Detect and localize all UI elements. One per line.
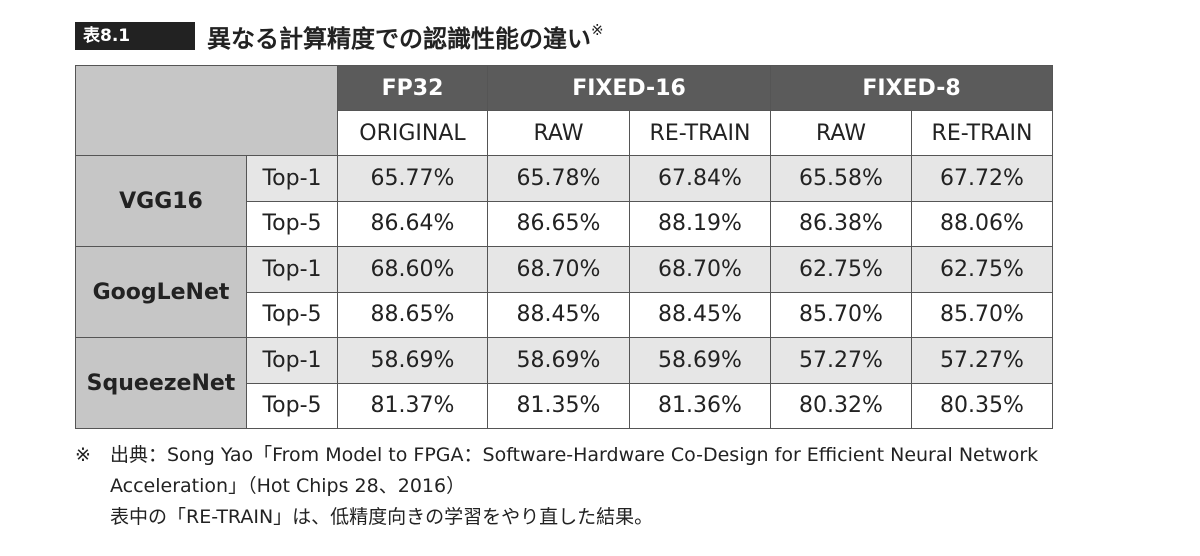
value-cell: 65.77% bbox=[337, 155, 488, 202]
column-header: RAW bbox=[487, 110, 630, 156]
model-name: SqueezeNet bbox=[75, 337, 247, 429]
column-header: RE-TRAIN bbox=[629, 110, 771, 156]
value-cell: 81.36% bbox=[629, 382, 771, 429]
value-cell: 68.70% bbox=[629, 246, 771, 293]
value-cell: 88.19% bbox=[629, 200, 771, 247]
note-line: 表中の「RE-TRAIN」は、低精度向きの学習をやり直した結果。 bbox=[75, 502, 1038, 533]
value-cell: 86.38% bbox=[770, 200, 912, 247]
note-text: 出典：Song Yao「From Model to FPGA：Software-… bbox=[110, 444, 1039, 466]
value-cell: 81.35% bbox=[487, 382, 630, 429]
metric: Top-5 bbox=[246, 291, 338, 338]
title-bar: 表8.1 異なる計算精度での認識性能の違い※ bbox=[75, 19, 604, 54]
column-header: RAW bbox=[770, 110, 912, 156]
metric: Top-1 bbox=[246, 246, 338, 293]
value-cell: 58.69% bbox=[337, 337, 488, 384]
group-header: FIXED-16 bbox=[487, 65, 771, 111]
value-cell: 88.45% bbox=[629, 291, 771, 338]
value-cell: 80.35% bbox=[911, 382, 1053, 429]
header-row: ORIGINAL RAW RE-TRAIN RAW RE-TRAIN bbox=[76, 110, 1053, 156]
title-mark: ※ bbox=[591, 20, 604, 39]
value-cell: 68.70% bbox=[487, 246, 630, 293]
value-cell: 88.06% bbox=[911, 200, 1053, 247]
data-row: Top-5 81.37% 81.35% 81.36% 80.32% 80.35% bbox=[76, 382, 1053, 429]
value-cell: 58.69% bbox=[629, 337, 771, 384]
value-cell: 88.65% bbox=[337, 291, 488, 338]
value-cell: 86.64% bbox=[337, 200, 488, 247]
note-line: ※ 出典：Song Yao「From Model to FPGA：Software… bbox=[75, 440, 1038, 471]
value-cell: 57.27% bbox=[911, 337, 1053, 384]
group-header: FIXED-8 bbox=[770, 65, 1053, 111]
value-cell: 85.70% bbox=[770, 291, 912, 338]
results-table: FP32 FIXED-16 FIXED-8 ORIGINAL RAW RE-TRAIN RA… bbox=[75, 65, 1053, 429]
corner-cell bbox=[75, 65, 338, 156]
table-title: 異なる計算精度での認識性能の違い※ bbox=[207, 19, 604, 54]
data-row: GoogLeNet Top-1 68.60% 68.70% 68.70% 62.75% 62… bbox=[75, 246, 1053, 338]
title-text: 異なる計算精度での認識性能の違い bbox=[207, 24, 591, 53]
value-cell: 85.70% bbox=[911, 291, 1053, 338]
note-text: Acceleration」（Hot Chips 28、2016） bbox=[110, 475, 466, 497]
value-cell: 65.78% bbox=[487, 155, 630, 202]
note-text: 表中の「RE-TRAIN」は、低精度向きの学習をやり直した結果。 bbox=[110, 506, 654, 528]
note-mark: ※ bbox=[75, 444, 91, 466]
note-line: Acceleration」（Hot Chips 28、2016） bbox=[75, 471, 1038, 502]
data-row: SqueezeNet Top-1 58.69% 58.69% 58.69% 57.27% 5… bbox=[75, 337, 1053, 429]
value-cell: 65.58% bbox=[770, 155, 912, 202]
column-header: ORIGINAL bbox=[337, 110, 488, 156]
metric: Top-1 bbox=[246, 337, 338, 384]
model-name: GoogLeNet bbox=[75, 246, 247, 338]
value-cell: 62.75% bbox=[770, 246, 912, 293]
column-header: RE-TRAIN bbox=[911, 110, 1053, 156]
value-cell: 86.65% bbox=[487, 200, 630, 247]
table-label: 表8.1 bbox=[75, 22, 195, 50]
data-row: VGG16 Top-1 65.77% 65.78% 67.84% 65.58% 67.72% bbox=[75, 155, 1053, 247]
value-cell: 81.37% bbox=[337, 382, 488, 429]
value-cell: 62.75% bbox=[911, 246, 1053, 293]
notes: ※ 出典：Song Yao「From Model to FPGA：Software… bbox=[75, 440, 1038, 533]
header-row: FP32 FIXED-16 FIXED-8 bbox=[75, 65, 1053, 156]
value-cell: 67.84% bbox=[629, 155, 771, 202]
value-cell: 58.69% bbox=[487, 337, 630, 384]
metric: Top-5 bbox=[246, 200, 338, 247]
value-cell: 88.45% bbox=[487, 291, 630, 338]
value-cell: 57.27% bbox=[770, 337, 912, 384]
value-cell: 80.32% bbox=[770, 382, 912, 429]
metric: Top-1 bbox=[246, 155, 338, 202]
value-cell: 67.72% bbox=[911, 155, 1053, 202]
group-header: FP32 bbox=[337, 65, 488, 111]
model-name: VGG16 bbox=[75, 155, 247, 247]
data-row: Top-5 86.64% 86.65% 88.19% 86.38% 88.06% bbox=[76, 200, 1053, 247]
metric: Top-5 bbox=[246, 382, 338, 429]
value-cell: 68.60% bbox=[337, 246, 488, 293]
